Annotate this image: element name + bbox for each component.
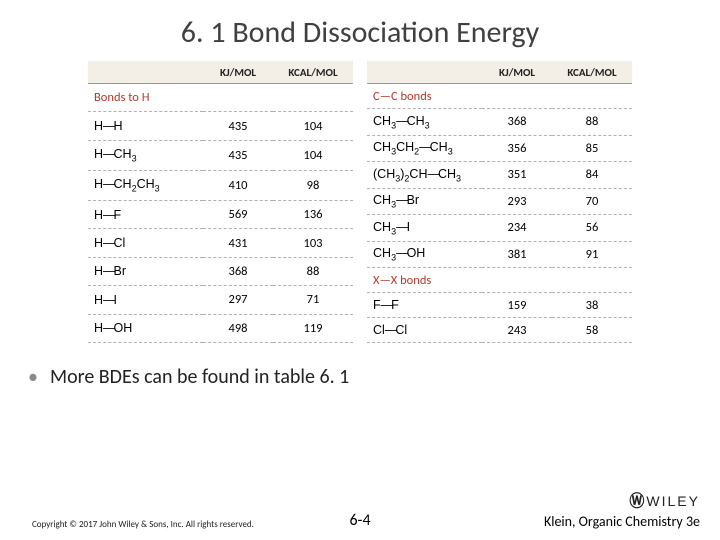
book-reference: Klein, Organic Chemistry 3e bbox=[544, 513, 700, 530]
bullet-text: More BDEs can be found in table 6. 1 bbox=[50, 365, 349, 389]
table-row: H—F569136 bbox=[88, 200, 353, 228]
table-header-row: KJ/MOL KCAL/MOL bbox=[367, 61, 632, 84]
bond-cell: H—CH2CH3 bbox=[88, 170, 203, 200]
slide-footer: Copyright © 2017 John Wiley & Sons, Inc.… bbox=[0, 490, 720, 530]
table-row: CH3CH2—CH335685 bbox=[367, 135, 632, 162]
kcal-cell: 70 bbox=[552, 188, 632, 215]
table-row: H—OH498119 bbox=[88, 314, 353, 342]
copyright-text: Copyright © 2017 John Wiley & Sons, Inc.… bbox=[32, 519, 254, 530]
section-row-cc-bonds: C—C bonds bbox=[367, 84, 632, 109]
kj-cell: 351 bbox=[482, 162, 552, 189]
col-header-kcal: KCAL/MOL bbox=[552, 61, 632, 84]
table-header-row: KJ/MOL KCAL/MOL bbox=[88, 61, 353, 84]
bond-cell: CH3CH2—CH3 bbox=[367, 135, 482, 162]
kcal-cell: 91 bbox=[552, 241, 632, 268]
tables-container: KJ/MOL KCAL/MOL Bonds to H H—H435104 H—C… bbox=[0, 61, 720, 343]
bde-table-right: KJ/MOL KCAL/MOL C—C bonds CH3—CH336888 C… bbox=[367, 61, 632, 343]
kj-cell: 159 bbox=[482, 293, 552, 318]
kj-cell: 410 bbox=[203, 170, 273, 200]
bond-cell: H—OH bbox=[88, 314, 203, 342]
slide-title: 6. 1 Bond Dissociation Energy bbox=[0, 0, 720, 61]
kj-cell: 234 bbox=[482, 215, 552, 242]
col-header-bond bbox=[88, 61, 203, 84]
col-header-kcal: KCAL/MOL bbox=[273, 61, 353, 84]
bond-cell: H—F bbox=[88, 200, 203, 228]
page-number: 6-4 bbox=[349, 511, 370, 530]
table-row: H—CH3435104 bbox=[88, 140, 353, 170]
bond-cell: CH3—I bbox=[367, 215, 482, 242]
kcal-cell: 56 bbox=[552, 215, 632, 242]
bond-cell: CH3—Br bbox=[367, 188, 482, 215]
table-row: F—F15938 bbox=[367, 293, 632, 318]
kcal-cell: 71 bbox=[273, 286, 353, 314]
col-header-kj: KJ/MOL bbox=[203, 61, 273, 84]
kcal-cell: 119 bbox=[273, 314, 353, 342]
table-row: (CH3)2CH—CH335184 bbox=[367, 162, 632, 189]
kj-cell: 381 bbox=[482, 241, 552, 268]
table-row: CH3—OH38191 bbox=[367, 241, 632, 268]
wiley-w-icon: Ⓦ bbox=[629, 489, 646, 512]
bond-cell: CH3—OH bbox=[367, 241, 482, 268]
section-row-bonds-to-h: Bonds to H bbox=[88, 84, 353, 112]
kcal-cell: 104 bbox=[273, 112, 353, 140]
kcal-cell: 103 bbox=[273, 229, 353, 257]
bond-cell: H—I bbox=[88, 286, 203, 314]
kcal-cell: 88 bbox=[273, 257, 353, 285]
section-label: X—X bonds bbox=[367, 268, 632, 293]
kj-cell: 569 bbox=[203, 200, 273, 228]
kj-cell: 293 bbox=[482, 188, 552, 215]
bond-cell: H—Cl bbox=[88, 229, 203, 257]
section-label: Bonds to H bbox=[88, 84, 353, 112]
bullet-icon: • bbox=[28, 367, 38, 387]
kcal-cell: 98 bbox=[273, 170, 353, 200]
bond-cell: (CH3)2CH—CH3 bbox=[367, 162, 482, 189]
table-row: H—I29771 bbox=[88, 286, 353, 314]
table-row: CH3—I23456 bbox=[367, 215, 632, 242]
bde-table-left: KJ/MOL KCAL/MOL Bonds to H H—H435104 H—C… bbox=[88, 61, 353, 343]
bond-cell: H—H bbox=[88, 112, 203, 140]
kj-cell: 297 bbox=[203, 286, 273, 314]
kj-cell: 435 bbox=[203, 140, 273, 170]
kj-cell: 356 bbox=[482, 135, 552, 162]
section-label: C—C bonds bbox=[367, 84, 632, 109]
wiley-logo: ⓌWILEY bbox=[544, 490, 700, 511]
kcal-cell: 38 bbox=[552, 293, 632, 318]
bond-cell: H—Br bbox=[88, 257, 203, 285]
bond-cell: F—F bbox=[367, 293, 482, 318]
col-header-bond bbox=[367, 61, 482, 84]
col-header-kj: KJ/MOL bbox=[482, 61, 552, 84]
table-row: Cl—Cl24358 bbox=[367, 318, 632, 343]
kj-cell: 431 bbox=[203, 229, 273, 257]
kcal-cell: 136 bbox=[273, 200, 353, 228]
table-row: H—Cl431103 bbox=[88, 229, 353, 257]
kj-cell: 243 bbox=[482, 318, 552, 343]
wiley-logo-text: WILEY bbox=[646, 493, 700, 509]
table-row: H—H435104 bbox=[88, 112, 353, 140]
bond-cell: CH3—CH3 bbox=[367, 109, 482, 136]
table-row: CH3—Br29370 bbox=[367, 188, 632, 215]
kcal-cell: 88 bbox=[552, 109, 632, 136]
section-row-xx-bonds: X—X bonds bbox=[367, 268, 632, 293]
table-row: H—CH2CH341098 bbox=[88, 170, 353, 200]
kcal-cell: 84 bbox=[552, 162, 632, 189]
kj-cell: 368 bbox=[203, 257, 273, 285]
table-row: H—Br36888 bbox=[88, 257, 353, 285]
bullet-item: • More BDEs can be found in table 6. 1 bbox=[28, 365, 720, 389]
kcal-cell: 85 bbox=[552, 135, 632, 162]
kj-cell: 435 bbox=[203, 112, 273, 140]
bond-cell: H—CH3 bbox=[88, 140, 203, 170]
kj-cell: 368 bbox=[482, 109, 552, 136]
kcal-cell: 58 bbox=[552, 318, 632, 343]
footer-right: ⓌWILEY Klein, Organic Chemistry 3e bbox=[544, 490, 700, 530]
kcal-cell: 104 bbox=[273, 140, 353, 170]
table-row: CH3—CH336888 bbox=[367, 109, 632, 136]
kj-cell: 498 bbox=[203, 314, 273, 342]
bond-cell: Cl—Cl bbox=[367, 318, 482, 343]
